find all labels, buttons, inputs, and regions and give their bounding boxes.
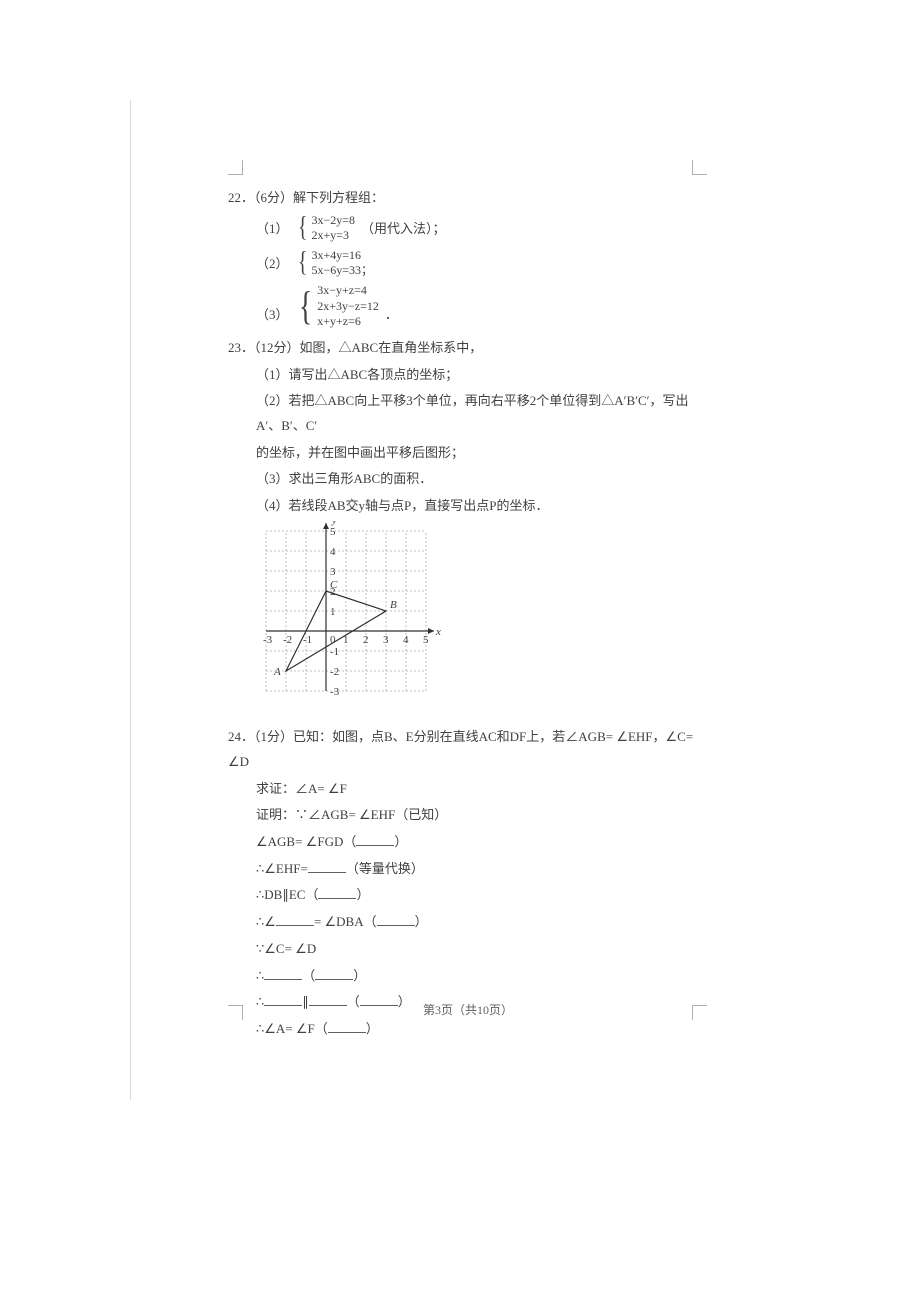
svg-text:C: C	[330, 579, 338, 591]
svg-text:1: 1	[330, 606, 336, 618]
svg-text:-1: -1	[303, 634, 312, 646]
q22-p1: （1） { 3x−2y=8 2x+y=3 （用代入法）；	[228, 213, 708, 244]
q24-l3: ∴∠EHF=（等量代换）	[228, 857, 708, 882]
q23-header: 23．（12分）如图，△ABC在直角坐标系中，	[228, 336, 708, 361]
svg-text:x: x	[435, 626, 441, 638]
q22-p2: （2） { 3x+4y=16 5x−6y=33；	[228, 248, 708, 279]
svg-text:A: A	[273, 666, 281, 678]
coordinate-grid-svg: -3-2-112345-3-2-1123450xyABC	[256, 521, 456, 711]
fill-blank[interactable]	[328, 1020, 366, 1033]
q24-l1: 证明：∵∠AGB= ∠EHF（已知）	[228, 803, 708, 828]
svg-text:5: 5	[330, 526, 336, 538]
fill-blank[interactable]	[356, 833, 394, 846]
q24-l2: ∠AGB= ∠FGD（）	[228, 830, 708, 855]
q24-l5: ∴∠= ∠DBA（）	[228, 910, 708, 935]
q22-p2-eq2: 5x−6y=33；	[311, 263, 373, 279]
svg-text:5: 5	[423, 634, 429, 646]
q22-p2-label: （2）	[256, 252, 296, 279]
svg-text:-2: -2	[330, 666, 339, 678]
svg-text:B: B	[390, 599, 397, 611]
svg-text:-3: -3	[330, 686, 340, 698]
q22-p3-eq1: 3x−y+z=4	[317, 283, 379, 299]
brace-icon: {	[298, 249, 307, 277]
svg-text:y: y	[331, 521, 337, 526]
fill-blank[interactable]	[318, 887, 356, 900]
q22-p3: （3） { 3x−y+z=4 2x+3y−z=12 x+y+z=6 ．	[228, 283, 708, 330]
fill-blank[interactable]	[377, 913, 415, 926]
fill-blank[interactable]	[264, 967, 302, 980]
q22-p1-note: （用代入法）；	[361, 217, 446, 244]
q23-p1: （1）请写出△ABC各顶点的坐标；	[228, 363, 708, 388]
q22-p3-eq3: x+y+z=6	[317, 314, 379, 330]
brace-icon: {	[299, 286, 312, 326]
crop-mark-tr	[692, 160, 707, 175]
content-area: 22．（6分）解下列方程组： （1） { 3x−2y=8 2x+y=3 （用代入…	[228, 186, 708, 1044]
brace-icon: {	[298, 214, 307, 242]
q22-p1-eq1: 3x−2y=8	[311, 213, 355, 229]
page: 22．（6分）解下列方程组： （1） { 3x−2y=8 2x+y=3 （用代入…	[0, 0, 920, 1302]
q24-l4: ∴DB∥EC（）	[228, 883, 708, 908]
q22-p3-label: （3）	[256, 303, 296, 330]
svg-text:-3: -3	[263, 634, 273, 646]
fill-blank[interactable]	[315, 967, 353, 980]
q22-header: 22．（6分）解下列方程组：	[228, 186, 708, 211]
svg-text:3: 3	[330, 566, 336, 578]
q24-l7: ∴（）	[228, 964, 708, 989]
q24-l6: ∵∠C= ∠D	[228, 937, 708, 962]
q23-p2b: 的坐标，并在图中画出平移后图形；	[228, 441, 708, 466]
svg-text:2: 2	[363, 634, 369, 646]
fill-blank[interactable]	[308, 860, 346, 873]
q22-p2-eq1: 3x+4y=16	[311, 248, 373, 264]
svg-text:4: 4	[330, 546, 336, 558]
q23-p3: （3）求出三角形ABC的面积．	[228, 467, 708, 492]
crop-mark-tl	[228, 160, 243, 175]
q22-p1-label: （1）	[256, 217, 296, 244]
q23-p4: （4）若线段AB交y轴与点P，直接写出点P的坐标．	[228, 494, 708, 519]
svg-text:-1: -1	[330, 646, 339, 658]
q24-prove: 求证：∠A= ∠F	[228, 777, 708, 802]
svg-text:3: 3	[383, 634, 389, 646]
q22-p1-eq2: 2x+y=3	[311, 228, 355, 244]
q23-graph: -3-2-112345-3-2-1123450xyABC	[228, 521, 708, 720]
fill-blank[interactable]	[276, 913, 314, 926]
q23-p2: （2）若把△ABC向上平移3个单位，再向右平移2个单位得到△A′B′C′，写出A…	[228, 389, 708, 438]
svg-text:4: 4	[403, 634, 409, 646]
q22-p3-note: ．	[385, 303, 398, 330]
q24-header: 24．（1分）已知：如图，点B、E分别在直线AC和DF上，若∠AGB= ∠EHF…	[228, 725, 708, 774]
page-footer: 第3页（共10页）	[228, 999, 708, 1022]
q22-p3-eq2: 2x+3y−z=12	[317, 299, 379, 315]
svg-text:-2: -2	[283, 634, 292, 646]
